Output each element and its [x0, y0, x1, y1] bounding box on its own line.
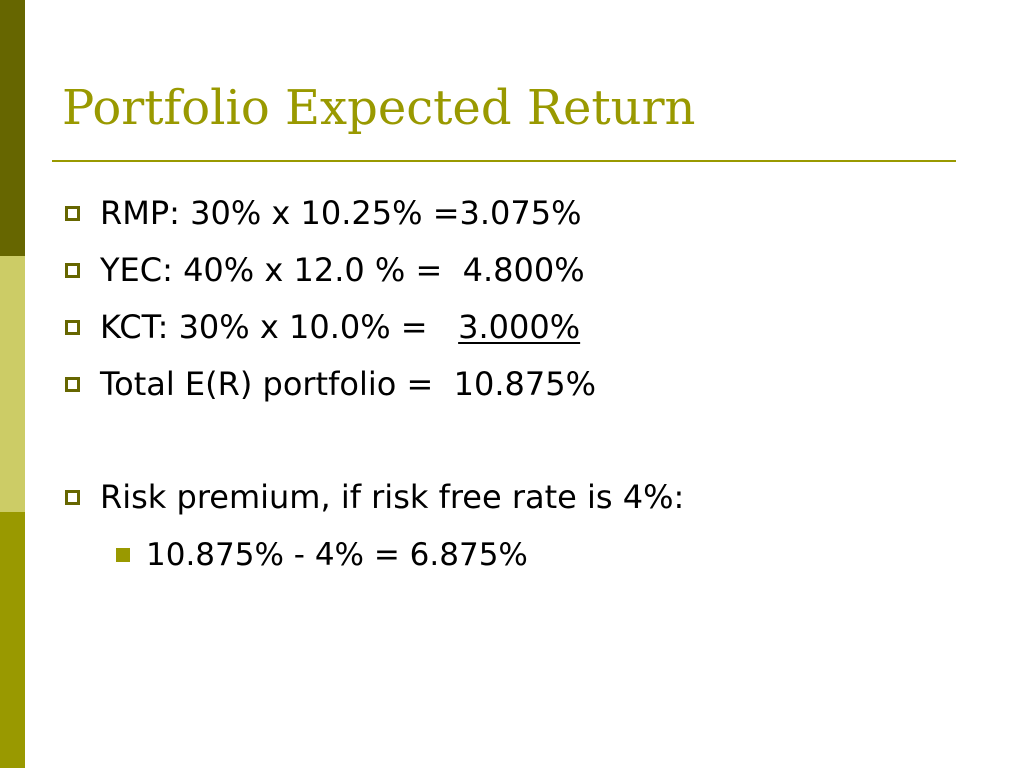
hollow-square-bullet-icon: [65, 205, 80, 221]
bullet-item-total: Total E(R) portfolio = 10.875%: [65, 364, 596, 404]
side-accent-bar: [0, 0, 25, 768]
bullet-text: Risk premium, if risk free rate is 4%:: [100, 478, 685, 516]
hollow-square-bullet-icon: [65, 319, 80, 335]
bullet-text: YEC: 40% x 12.0 % = 4.800%: [100, 251, 585, 289]
side-bar-band-medium: [0, 512, 25, 768]
solid-square-bullet-icon: [116, 548, 130, 562]
bullet-text: RMP: 30% x 10.25% =3.075%: [100, 194, 582, 232]
side-bar-band-dark: [0, 0, 25, 256]
side-bar-band-light: [0, 256, 25, 512]
bullet-item-risk-premium: Risk premium, if risk free rate is 4%:: [65, 477, 684, 517]
title-underline-rule: [52, 160, 956, 162]
bullet-item-kct: KCT: 30% x 10.0% = 3.000%: [65, 307, 580, 347]
bullet-text: KCT: 30% x 10.0% =: [100, 308, 459, 346]
bullet-item-rmp: RMP: 30% x 10.25% =3.075%: [65, 193, 582, 233]
hollow-square-bullet-icon: [65, 262, 80, 278]
sub-bullet-item: 10.875% - 4% = 6.875%: [116, 535, 528, 575]
underlined-value: 3.000%: [458, 308, 581, 346]
sub-bullet-text: 10.875% - 4% = 6.875%: [146, 536, 528, 573]
bullet-item-yec: YEC: 40% x 12.0 % = 4.800%: [65, 250, 585, 290]
hollow-square-bullet-icon: [65, 489, 80, 505]
bullet-text: Total E(R) portfolio = 10.875%: [100, 365, 596, 403]
hollow-square-bullet-icon: [65, 376, 80, 392]
slide-title: Portfolio Expected Return: [62, 80, 696, 136]
